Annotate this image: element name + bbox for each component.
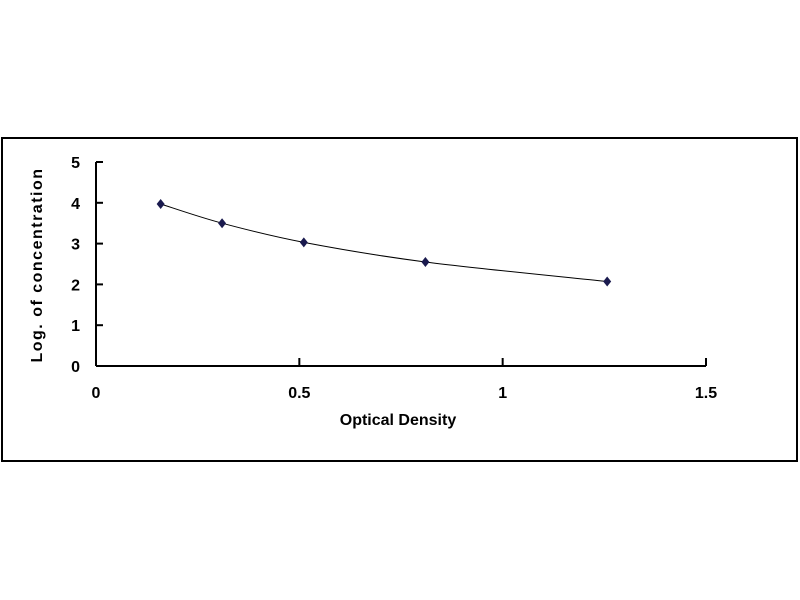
x-tick-label: 1.5 xyxy=(695,385,717,402)
data-point xyxy=(156,199,165,210)
series-curve xyxy=(160,203,608,283)
data-point xyxy=(421,256,430,267)
y-tick-label: 1 xyxy=(71,318,80,335)
axes xyxy=(95,161,707,367)
data-point xyxy=(299,237,308,248)
y-tick-label: 5 xyxy=(71,155,80,172)
x-axis-label: Optical Density xyxy=(340,412,457,429)
y-axis-label: Log. of concentration xyxy=(29,167,46,362)
data-point xyxy=(218,218,227,229)
data-point xyxy=(603,276,612,287)
y-tick-label: 3 xyxy=(71,237,80,254)
y-tick-label: 4 xyxy=(71,196,80,213)
x-tick-label: 0 xyxy=(92,385,101,402)
y-tick-label: 2 xyxy=(71,277,80,294)
tick-labels: 0 0.5 1 1.5 0 1 2 3 4 5 xyxy=(71,155,717,402)
chart-frame xyxy=(1,137,798,462)
series-points xyxy=(156,199,612,287)
x-tick-label: 0.5 xyxy=(288,385,310,402)
x-tick-label: 1 xyxy=(498,385,507,402)
y-tick-label: 0 xyxy=(71,359,80,376)
